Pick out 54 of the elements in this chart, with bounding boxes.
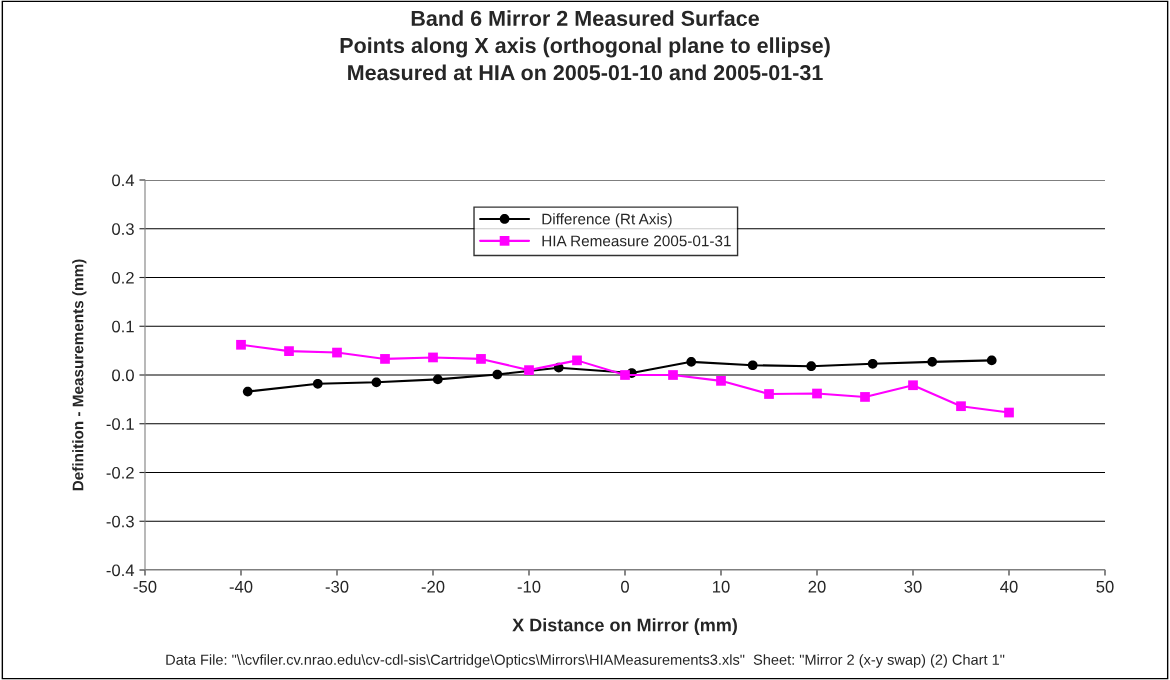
x-tick-label: 0 [621,580,629,593]
point [986,355,997,366]
point [312,378,323,389]
point [236,339,246,350]
point [686,356,697,367]
point [572,355,582,366]
y-axis-title: Definition - Measurements (mm) [72,259,87,491]
x-tick-label: 50 [1096,580,1114,593]
x-tick-label: -50 [133,580,157,593]
legend-label: Difference (Rt Axis) [542,213,672,228]
y-tick-label: 0.1 [112,320,134,333]
point [371,377,382,388]
point [806,361,817,372]
point [812,388,822,399]
point [332,347,342,358]
point [956,401,966,412]
x-tick-label: -20 [421,580,445,593]
point [668,370,678,380]
point [242,386,253,397]
text: Data File: "\\cvfiler.cv.nrao.edu\cv-cdl-sis\Cartridge\Optics\Mirrors\HIAMeasurements3.xls" Sheet: "Mirror 2 (x-y swap) (2) Chart 1" [166,654,1005,668]
chart-title: Band 6 Mirror 2 Measured Surface Points along X axis (orthogonal plane to ellipse) Measured at HIA on 2005-01-10 and 2005-01-31 [340,10,830,81]
y-tick-label: 0.4 [112,174,135,187]
legend-label: HIA Remeasure 2005-01-31 [542,235,731,247]
point [284,346,294,356]
x-tick-label: 10 [713,580,730,593]
point [860,392,870,402]
point [927,356,938,367]
point [428,352,438,363]
y-tick-label: -0.3 [106,515,134,528]
point [432,374,443,385]
x-tick-label: -10 [517,580,541,593]
x-tick-label: 40 [1000,580,1018,593]
y-tick-label: -0.2 [106,466,134,479]
point [380,354,390,364]
point [476,354,486,364]
y-tick-label: -0.4 [106,564,135,577]
point [620,370,630,380]
x-tick-label: -40 [229,580,253,593]
point [764,389,774,399]
y-tick-label: 0.2 [112,271,134,284]
y-tick-label: 0.0 [112,369,134,382]
x-axis-title: X Distance on Mirror (mm) [512,618,737,636]
y-tick-label: -0.1 [106,418,134,430]
point [908,380,918,391]
x-tick-label: -30 [325,580,349,593]
point [867,358,878,369]
point [747,360,758,371]
y-tick-label: 0.3 [112,223,134,235]
x-tick-label: 30 [904,580,922,593]
x-tick-label: 20 [808,580,826,593]
point [716,375,726,386]
point [1004,407,1014,418]
point [492,369,503,380]
point [524,365,534,375]
